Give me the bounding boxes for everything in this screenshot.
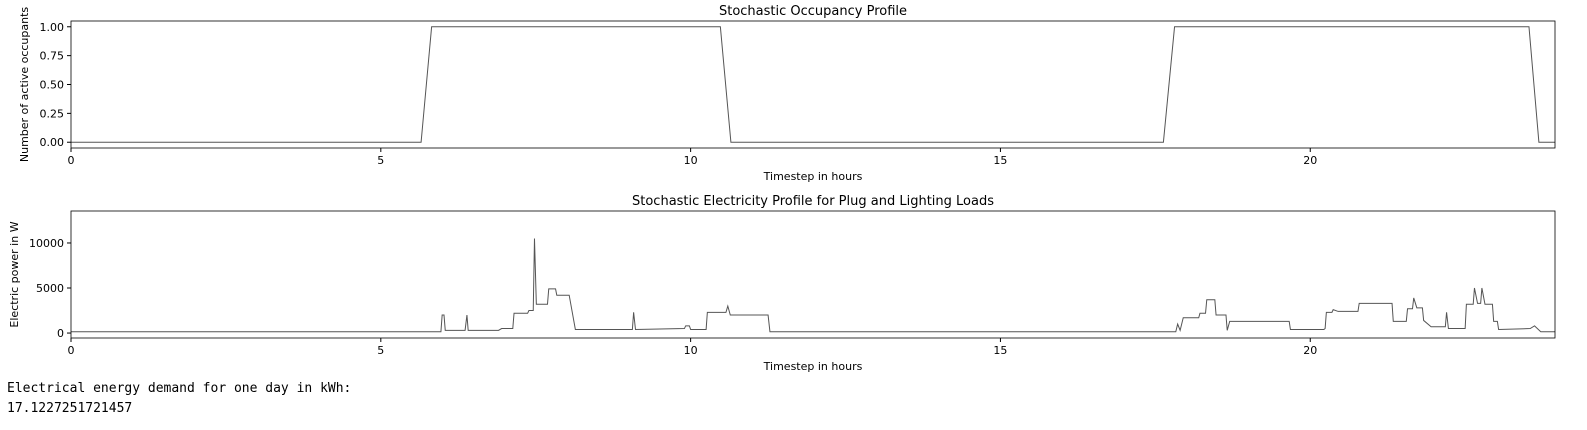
y-tick-label: 10000 <box>29 237 64 250</box>
x-tick-label: 5 <box>377 154 384 167</box>
chart-title: Stochastic Electricity Profile for Plug … <box>632 194 994 209</box>
y-axis-label: Number of active occupants <box>18 7 31 163</box>
y-axis-label: Electric power in W <box>8 221 21 327</box>
data-line <box>71 238 1555 333</box>
x-tick-label: 20 <box>1303 344 1317 357</box>
charts: Stochastic Occupancy Profile Timestep in … <box>8 4 1556 373</box>
chart-title: Stochastic Occupancy Profile <box>719 4 907 19</box>
x-axis-label: Timestep in hours <box>763 360 863 373</box>
y-tick-label: 0.25 <box>40 107 65 120</box>
axes-frame <box>70 20 1556 149</box>
x-tick-label: 5 <box>377 344 384 357</box>
x-tick-label: 10 <box>684 154 698 167</box>
x-tick-label: 20 <box>1303 154 1317 167</box>
x-tick-label: 0 <box>68 344 75 357</box>
x-axis-label: Timestep in hours <box>763 170 863 183</box>
y-tick-label: 5000 <box>36 282 64 295</box>
x-tick-label: 10 <box>684 344 698 357</box>
output-label: Electrical energy demand for one day in … <box>7 381 352 396</box>
x-tick-label: 0 <box>68 154 75 167</box>
data-line <box>71 26 1555 143</box>
y-tick-label: 0.50 <box>40 79 65 92</box>
x-tick-label: 15 <box>993 154 1007 167</box>
y-tick-label: 0.00 <box>40 136 65 149</box>
axes-frame <box>70 210 1556 339</box>
y-tick-label: 0 <box>57 327 64 340</box>
y-tick-label: 0.75 <box>40 50 65 63</box>
output-value: 17.1227251721457 <box>7 401 133 416</box>
x-tick-label: 15 <box>993 344 1007 357</box>
y-tick-label: 1.00 <box>40 21 65 34</box>
